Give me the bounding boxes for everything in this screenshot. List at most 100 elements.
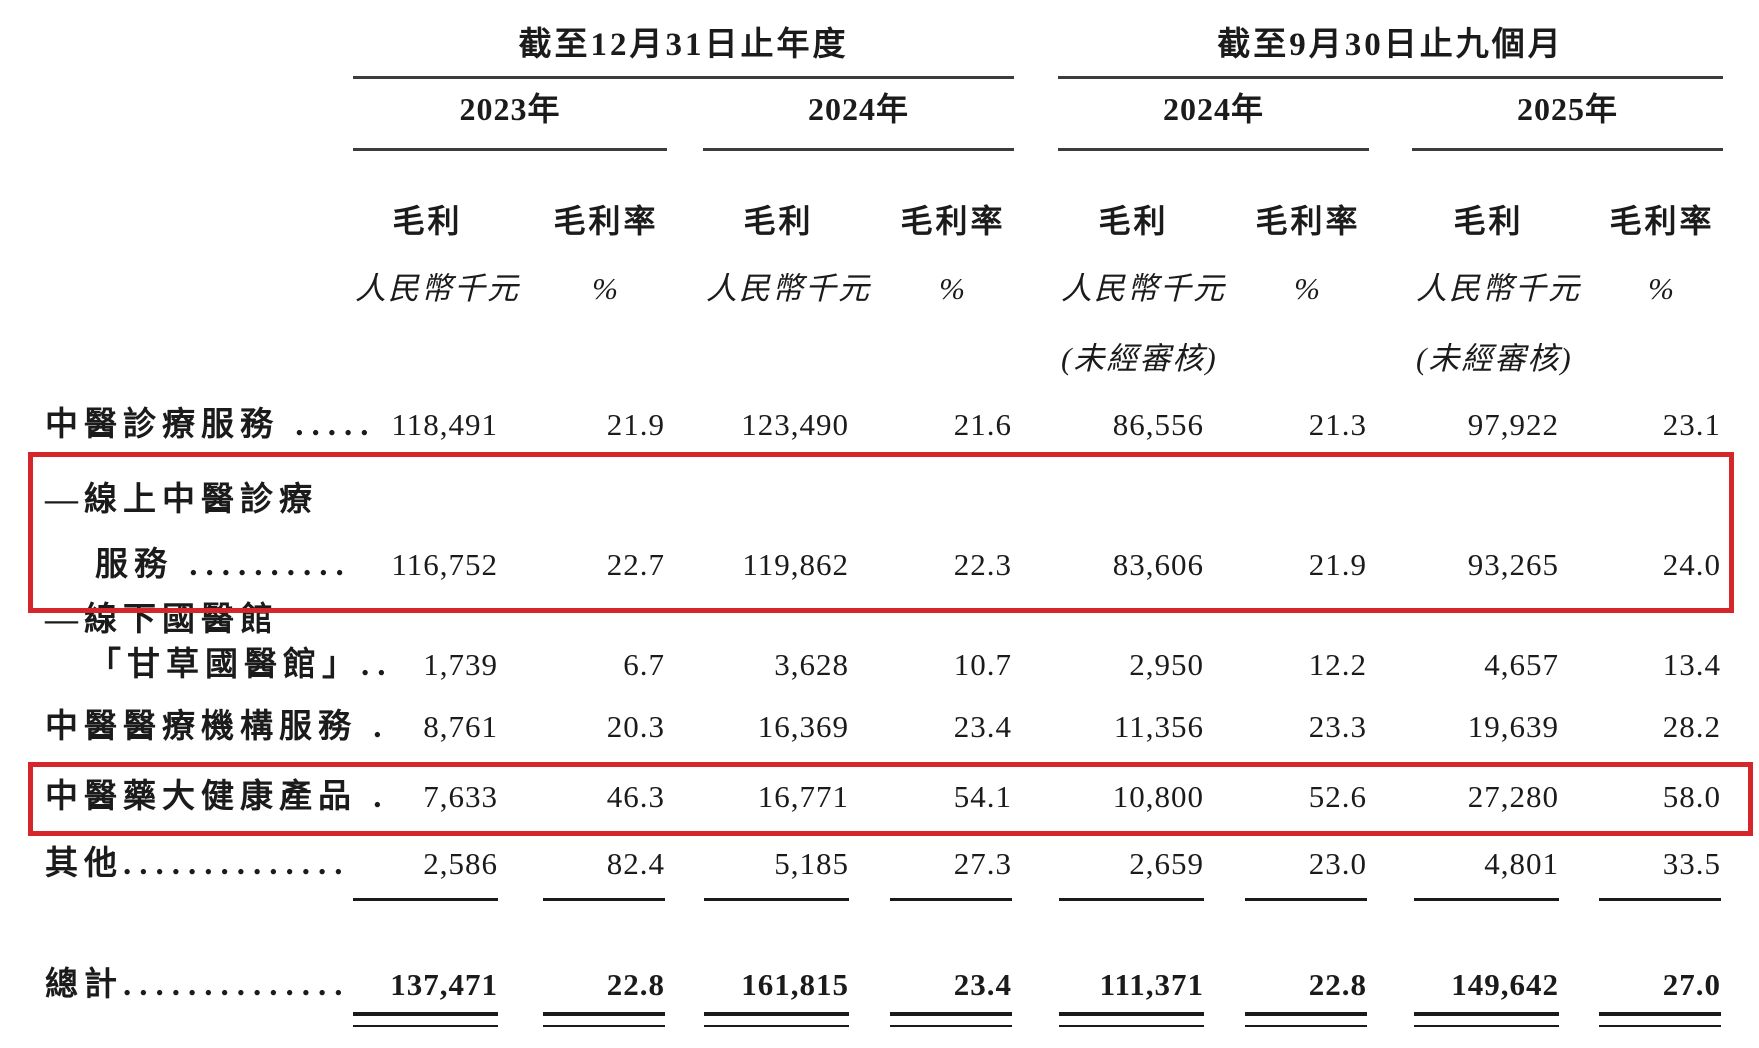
cell-gp-2023: 118,491	[391, 407, 498, 442]
double-rule	[1059, 1012, 1204, 1027]
double-rule	[543, 1012, 665, 1027]
unit-currency-3: 人民幣千元	[1061, 271, 1226, 306]
cell-margin-2023: 20.3	[606, 709, 665, 744]
leader-dots: ..........	[173, 547, 352, 583]
cell-gp-2025-9m: 97,922	[1467, 407, 1559, 442]
table-row: 其他.............. 2,586 82.4 5,185 27.3 2…	[0, 842, 1723, 886]
row-label: 中醫診療服務 .....	[45, 407, 377, 443]
column-header-row: 毛利 毛利率 毛利 毛利率 毛利 毛利率 毛利 毛利率	[0, 198, 1723, 244]
column-rule	[1059, 898, 1204, 901]
cell-gp-2024: 16,369	[757, 709, 849, 744]
cell-gp-2024: 3,628	[774, 647, 849, 682]
double-rule	[704, 1012, 849, 1027]
year-2024-9m: 2024年	[1162, 91, 1264, 127]
cell-gp-2024-9m: 10,800	[1112, 779, 1204, 814]
cell-gp-2023: 1,739	[423, 647, 498, 682]
cell-margin-2024: 23.4	[953, 709, 1012, 744]
cell-margin-2025-9m: 13.4	[1662, 647, 1721, 682]
leader-dots: .	[357, 709, 390, 745]
cell-gp-2024-9m: 86,556	[1112, 407, 1204, 442]
column-rule	[1414, 898, 1559, 901]
cell-margin-2023: 82.4	[606, 846, 665, 881]
leader-dots: ..	[361, 647, 394, 683]
red-highlight-box-online-tcm	[28, 452, 1734, 613]
cell-margin-2024-9m: 23.0	[1308, 846, 1367, 881]
cell-gp-2025-9m: 4,657	[1484, 647, 1559, 682]
cell-gp-2024: 16,771	[757, 779, 849, 814]
cell-margin-2025-9m: 24.0	[1662, 547, 1721, 582]
total-gp-2024-9m: 111,371	[1099, 967, 1204, 1002]
cell-gp-2024: 119,862	[742, 547, 849, 582]
cell-gp-2024-9m: 2,659	[1129, 846, 1204, 881]
total-gp-2024: 161,815	[741, 967, 849, 1002]
unit-percent-3: %	[1294, 271, 1322, 306]
group-header-nine-months: 截至9月30日止九個月	[1217, 27, 1564, 63]
cell-margin-2024: 22.3	[953, 547, 1012, 582]
cell-gp-2025-9m: 27,280	[1467, 779, 1559, 814]
cell-margin-2024-9m: 23.3	[1308, 709, 1367, 744]
double-rule	[1414, 1012, 1559, 1027]
double-rule	[1599, 1012, 1721, 1027]
column-rule	[1245, 898, 1367, 901]
table-row: 服務 .......... 116,752 22.7 119,862 22.3 …	[0, 543, 1723, 587]
row-label-line1: —線下國醫館	[45, 602, 279, 638]
cell-margin-2024-9m: 21.3	[1308, 407, 1367, 442]
column-rule	[353, 898, 498, 901]
cell-gp-2023: 8,761	[423, 709, 498, 744]
cell-margin-2023: 22.7	[606, 547, 665, 582]
total-row: 總計.............. 137,471 22.8 161,815 23…	[0, 961, 1723, 1007]
column-rule	[543, 898, 665, 901]
year-rule-row	[0, 148, 1723, 151]
col-header-margin-2024: 毛利率	[900, 203, 1006, 239]
cell-gp-2023: 2,586	[423, 846, 498, 881]
table-row: —線上中醫診療	[0, 478, 1723, 522]
cell-gp-2024-9m: 2,950	[1129, 647, 1204, 682]
cell-margin-2023: 6.7	[623, 647, 665, 682]
column-rule	[890, 898, 1012, 901]
col-header-profit-2024-9m: 毛利	[1098, 203, 1169, 239]
year-2025-9m: 2025年	[1516, 91, 1618, 127]
unit-currency-4: 人民幣千元	[1416, 271, 1581, 306]
cell-gp-2024-9m: 83,606	[1112, 547, 1204, 582]
year-2024: 2024年	[807, 91, 909, 127]
cell-margin-2025-9m: 23.1	[1662, 407, 1721, 442]
total-margin-2023: 22.8	[606, 967, 665, 1002]
cell-margin-2023: 21.9	[606, 407, 665, 442]
total-rule-row	[0, 1012, 1723, 1048]
col-header-margin-2023: 毛利率	[553, 203, 659, 239]
cell-margin-2024: 10.7	[953, 647, 1012, 682]
row-label: 中醫醫療機構服務 .	[45, 709, 390, 745]
unaudited-note-2024: (未經審核)	[1061, 341, 1218, 376]
cell-margin-2024: 54.1	[953, 779, 1012, 814]
col-header-margin-2024-9m: 毛利率	[1255, 203, 1361, 239]
unit-percent-4: %	[1648, 271, 1676, 306]
total-label: 總計..............	[45, 967, 351, 1003]
cell-gp-2025-9m: 4,801	[1484, 846, 1559, 881]
group-rule-row	[0, 76, 1723, 79]
row-label: 其他..............	[45, 846, 351, 882]
total-margin-2025-9m: 27.0	[1662, 967, 1721, 1002]
col-header-margin-2025-9m: 毛利率	[1609, 203, 1715, 239]
cell-gp-2024-9m: 11,356	[1113, 709, 1204, 744]
group-header-row: 截至12月31日止年度 截至9月30日止九個月	[0, 22, 1723, 68]
cell-gp-2024: 123,490	[741, 407, 849, 442]
row-label: 中醫藥大健康產品 .	[45, 779, 390, 815]
table-row: 中醫診療服務 ..... 118,491 21.9 123,490 21.6 8…	[0, 403, 1723, 447]
leader-dots: ..............	[123, 967, 351, 1003]
cell-gp-2023: 116,752	[391, 547, 498, 582]
year-rule-4	[1412, 148, 1723, 151]
year-rule-1	[353, 148, 667, 151]
cell-margin-2024: 21.6	[953, 407, 1012, 442]
group-rule-right	[1058, 76, 1723, 79]
double-rule	[1245, 1012, 1367, 1027]
group-rule-left	[353, 76, 1014, 79]
cell-margin-2024-9m: 21.9	[1308, 547, 1367, 582]
unaudited-row: (未經審核) (未經審核)	[0, 336, 1723, 382]
total-margin-2024-9m: 22.8	[1308, 967, 1367, 1002]
year-2023: 2023年	[459, 91, 561, 127]
units-row: 人民幣千元 % 人民幣千元 % 人民幣千元 % 人民幣千元 %	[0, 266, 1723, 312]
cell-margin-2025-9m: 28.2	[1662, 709, 1721, 744]
unit-percent-1: %	[592, 271, 620, 306]
total-gp-2023: 137,471	[390, 967, 498, 1002]
unaudited-note-2025: (未經審核)	[1416, 341, 1573, 376]
